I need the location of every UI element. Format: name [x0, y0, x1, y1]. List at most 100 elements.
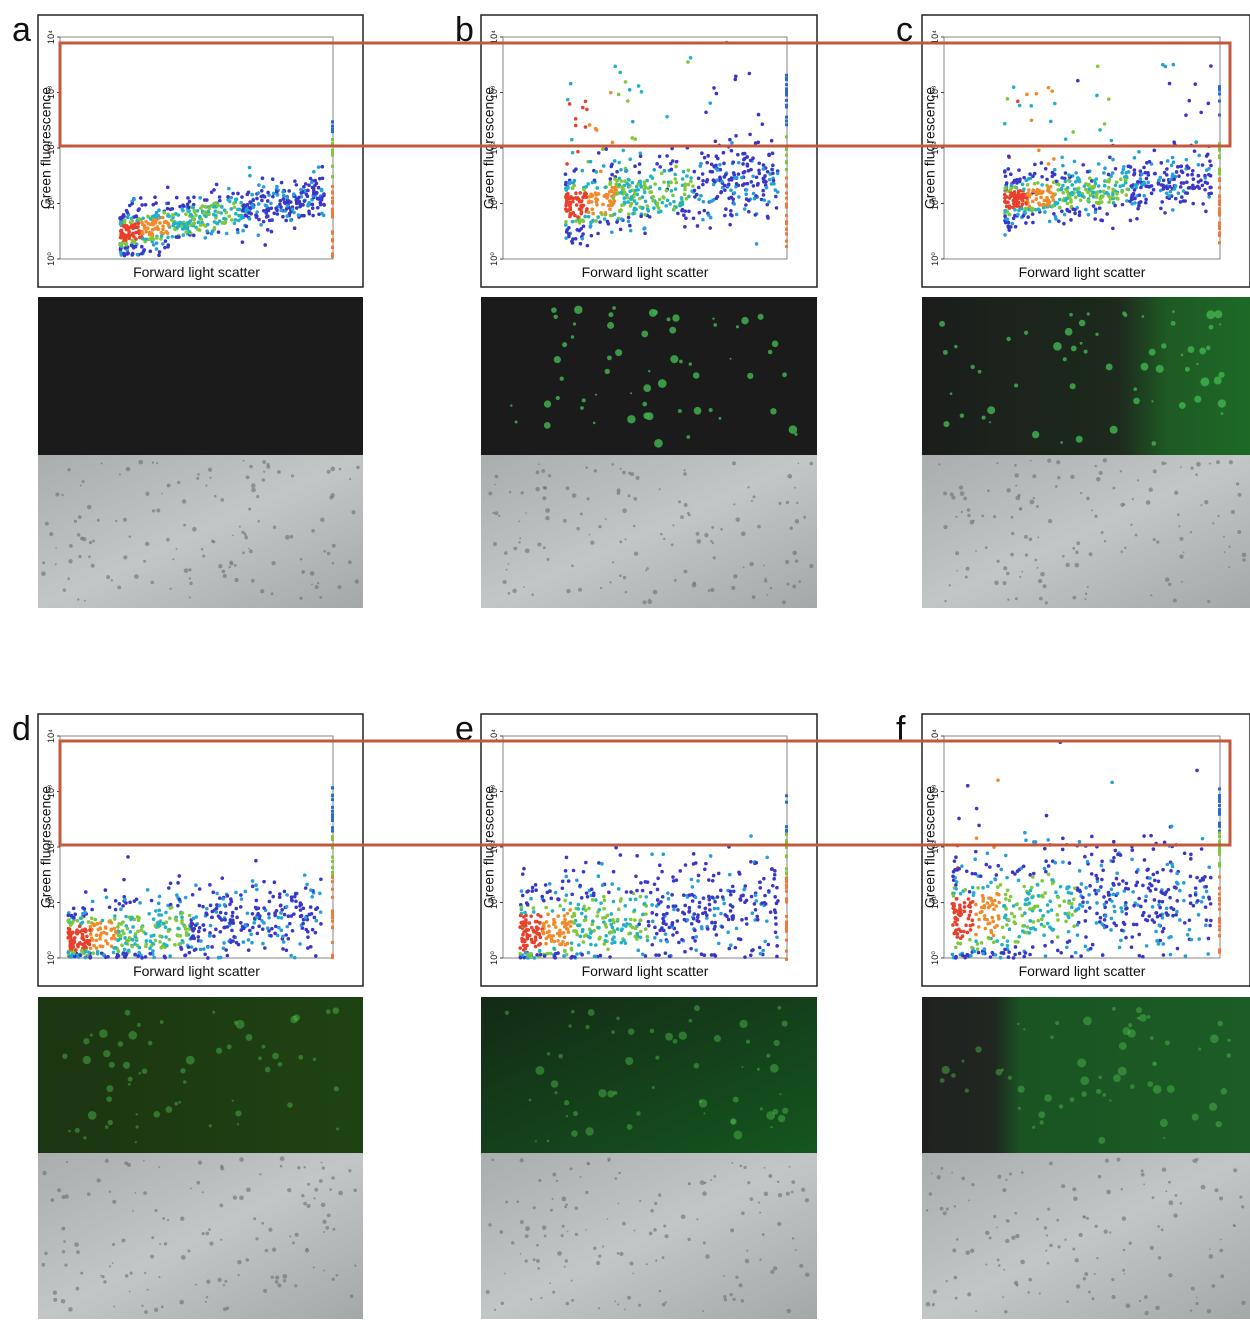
- cell: [1033, 497, 1035, 499]
- cell: [198, 1161, 202, 1165]
- scatter-dot: [531, 886, 535, 890]
- cell: [758, 1202, 760, 1204]
- scatter-dot: [1182, 899, 1186, 903]
- scatter-dot: [1003, 170, 1007, 174]
- cell: [277, 470, 281, 474]
- scatter-dot: [252, 921, 256, 925]
- scatter-dot: [564, 186, 568, 190]
- scatter-dot: [69, 942, 73, 946]
- edge-dot: [331, 209, 334, 212]
- cell: [287, 1188, 291, 1192]
- scatter-dot: [197, 220, 201, 224]
- scatter-dot: [617, 93, 621, 97]
- fluorescent-cell: [90, 1033, 93, 1036]
- fluorescent-cell: [971, 365, 975, 369]
- scatter-dot: [724, 173, 728, 177]
- plot-frame: [922, 15, 1250, 287]
- cell: [1048, 519, 1052, 523]
- scatter-dot: [1095, 195, 1099, 199]
- scatter-dot: [1003, 209, 1007, 213]
- scatter-dot: [706, 927, 710, 931]
- scatter-dot: [522, 915, 526, 919]
- scatter-dot: [1103, 903, 1107, 907]
- cell: [1101, 531, 1104, 534]
- fluorescent-cell: [1156, 365, 1164, 373]
- scatter-dot: [1076, 923, 1080, 927]
- scatter-dot: [1086, 199, 1090, 203]
- scatter-dot: [117, 933, 121, 937]
- cell: [349, 478, 351, 480]
- scatter-dot: [528, 934, 532, 938]
- scatter-dot: [1064, 199, 1068, 203]
- cell: [1015, 485, 1017, 487]
- cell: [1132, 498, 1134, 500]
- scatter-dot: [616, 927, 620, 931]
- cell: [141, 1305, 143, 1307]
- scatter-dot: [1088, 176, 1092, 180]
- cell: [206, 1280, 210, 1284]
- scatter-dot: [1130, 848, 1134, 852]
- scatter-dot: [678, 869, 682, 873]
- cell: [730, 1293, 733, 1296]
- fluorescent-cell: [978, 370, 982, 374]
- fluorescent-cell: [1141, 363, 1149, 371]
- cell: [314, 1188, 318, 1192]
- scatter-dot: [284, 219, 288, 223]
- cell: [619, 1252, 623, 1256]
- cell: [129, 1291, 131, 1293]
- scatter-dot: [1039, 196, 1043, 200]
- scatter-dot: [740, 176, 744, 180]
- scatter-dot: [153, 195, 157, 199]
- fluorescent-cell: [694, 407, 702, 415]
- scatter-dot: [234, 907, 238, 911]
- scatter-dot: [693, 929, 697, 933]
- edge-dot: [331, 830, 334, 833]
- fluorescent-cell: [1006, 337, 1010, 341]
- scatter-dot: [1063, 177, 1067, 181]
- scatter-dot: [292, 211, 296, 215]
- scatter-dot: [167, 886, 171, 890]
- fluorescent-cell: [278, 1062, 283, 1067]
- scatter-dot: [211, 229, 215, 233]
- scatter-dot: [248, 206, 252, 210]
- cell: [256, 495, 259, 498]
- scatter-dot: [167, 929, 171, 933]
- scatter-dot: [1159, 207, 1163, 211]
- scatter-dot: [70, 922, 74, 926]
- edge-dot: [1218, 92, 1221, 95]
- scatter-dot: [566, 927, 570, 931]
- cell: [997, 560, 1000, 563]
- scatter-dot: [244, 213, 248, 217]
- scatter-dot: [161, 216, 165, 220]
- scatter-dot: [269, 934, 273, 938]
- scatter-dot: [765, 919, 769, 923]
- scatter-dot: [293, 179, 297, 183]
- scatter-dot: [724, 207, 728, 211]
- scatter-dot: [685, 197, 689, 201]
- scatter-dot: [618, 209, 622, 213]
- scatter-dot: [257, 191, 261, 195]
- scatter-dot: [314, 954, 318, 958]
- scatter-dot: [1144, 899, 1148, 903]
- scatter-dot: [262, 185, 266, 189]
- cell: [1224, 551, 1226, 553]
- scatter-dot: [727, 183, 731, 187]
- scatter-dot: [1119, 939, 1123, 943]
- scatter-dot: [549, 897, 553, 901]
- cell: [218, 1278, 222, 1282]
- scatter-dot: [670, 168, 674, 172]
- fluorescent-cell: [1185, 367, 1190, 372]
- scatter-dot: [957, 928, 961, 932]
- scatter-dot: [989, 881, 993, 885]
- scatter-dot: [1087, 184, 1091, 188]
- scatter-dot: [1166, 159, 1170, 163]
- scatter-dot: [530, 938, 534, 942]
- cell: [208, 1228, 211, 1231]
- scatter-dot: [753, 197, 757, 201]
- scatter-dot: [688, 906, 692, 910]
- scatter-dot: [300, 214, 304, 218]
- scatter-dot: [1063, 912, 1067, 916]
- cell: [663, 1224, 666, 1227]
- scatter-dot: [772, 179, 776, 183]
- scatter-dot: [604, 939, 608, 943]
